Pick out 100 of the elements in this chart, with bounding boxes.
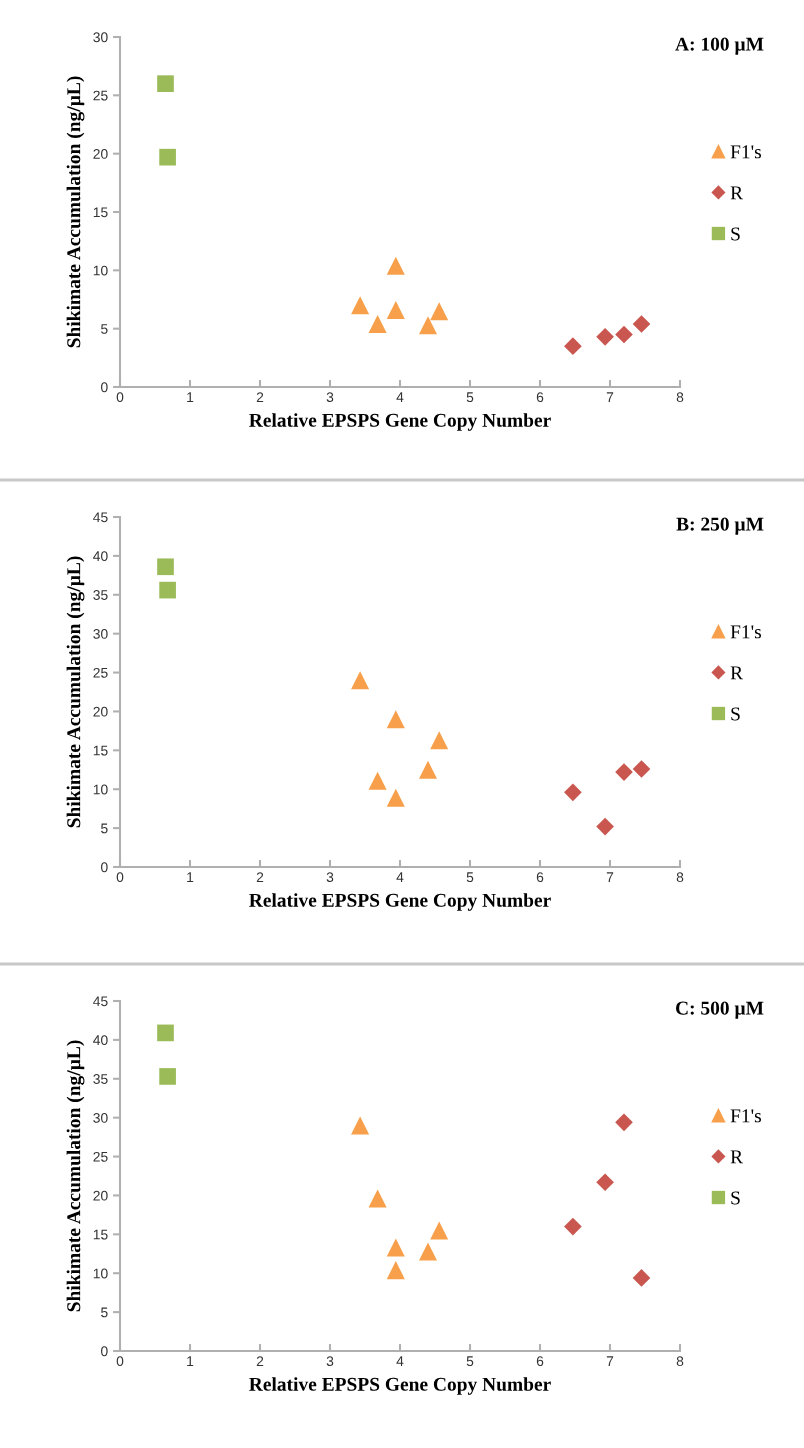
x-tick-label: 0	[116, 392, 124, 403]
point	[418, 316, 438, 335]
point	[418, 760, 438, 779]
legend-label: F1's	[730, 1109, 761, 1123]
y-tick-label: 25	[93, 1151, 108, 1162]
y-tick-label: 40	[93, 1035, 108, 1046]
y-tick-label: 35	[93, 590, 108, 600]
point	[632, 760, 651, 778]
y-axis-title: Shikimate Accumulation (ng/µL)	[66, 76, 85, 348]
x-tick-label: 6	[536, 392, 544, 403]
point	[368, 771, 387, 790]
legend-label: F1's	[730, 145, 761, 159]
y-tick-label: 30	[93, 1113, 108, 1123]
x-axis-title: Relative EPSPS Gene Copy Number	[249, 1377, 551, 1395]
legend-label: R	[730, 1150, 744, 1164]
x-tick-label: 4	[396, 872, 404, 882]
x-tick-label: 2	[256, 1356, 264, 1366]
point	[157, 558, 174, 576]
point	[418, 1242, 438, 1261]
y-tick-label: 0	[101, 1346, 108, 1357]
y-tick-label: 10	[93, 784, 108, 795]
x-tick-label: 6	[536, 872, 544, 883]
point	[596, 327, 614, 346]
point	[596, 817, 614, 836]
point	[386, 710, 405, 729]
y-tick-label: 20	[93, 706, 108, 717]
y-tick-label: 15	[93, 1229, 108, 1240]
x-tick-label: 1	[187, 392, 194, 402]
y-tick-label: 0	[101, 862, 108, 873]
y-tick-label: 25	[93, 90, 108, 101]
point	[430, 1221, 449, 1240]
legend-label: S	[731, 707, 740, 721]
point	[615, 1113, 633, 1132]
point	[564, 783, 582, 802]
point	[159, 581, 176, 599]
y-tick-label: 40	[93, 551, 108, 562]
point	[615, 763, 633, 781]
x-tick-label: 8	[676, 872, 684, 883]
point	[351, 671, 370, 690]
point	[430, 731, 449, 750]
y-tick-label: 5	[101, 1307, 108, 1318]
x-tick-label: 3	[326, 392, 334, 403]
x-tick-label: 1	[187, 872, 194, 882]
y-tick-label: 45	[93, 996, 108, 1007]
point	[368, 1189, 387, 1208]
point	[430, 302, 449, 321]
legend-label: S	[731, 227, 740, 241]
x-tick-label: 3	[326, 872, 334, 883]
y-tick-label: 15	[93, 207, 108, 218]
x-tick-label: 5	[466, 872, 474, 883]
y-tick-label: 15	[93, 745, 108, 756]
text: B: 250 µM	[676, 517, 764, 535]
x-tick-label: 7	[606, 392, 614, 402]
point	[351, 296, 370, 315]
x-tick-label: 7	[606, 1356, 614, 1366]
x-axis-title: Relative EPSPS Gene Copy Number	[249, 413, 551, 431]
point	[632, 315, 651, 333]
y-tick-label: 20	[93, 1190, 108, 1201]
x-tick-label: 0	[116, 1356, 124, 1367]
y-tick-label: 0	[101, 382, 108, 393]
x-tick-label: 3	[326, 1356, 334, 1367]
point	[157, 75, 174, 92]
y-tick-label: 10	[93, 265, 108, 276]
y-tick-label: 30	[93, 32, 108, 43]
point	[386, 788, 405, 807]
x-tick-label: 0	[116, 872, 124, 883]
x-tick-label: 8	[676, 392, 684, 403]
y-tick-label: 20	[93, 149, 108, 159]
point	[351, 1116, 370, 1135]
x-tick-label: 1	[187, 1356, 194, 1366]
point	[615, 325, 633, 344]
point	[159, 1068, 176, 1085]
text: A: 100 µM	[675, 37, 764, 55]
point	[386, 1261, 405, 1280]
x-tick-label: 5	[466, 1356, 474, 1367]
x-tick-label: 8	[676, 1356, 684, 1367]
y-tick-label: 5	[101, 324, 108, 334]
y-tick-label: 5	[101, 823, 108, 834]
y-tick-label: 45	[93, 512, 108, 523]
x-tick-label: 4	[396, 392, 404, 402]
y-tick-label: 10	[93, 1268, 108, 1279]
y-axis-title: Shikimate Accumulation (ng/µL)	[66, 1040, 85, 1312]
legend-label: R	[730, 666, 744, 680]
text: C: 500 µM	[675, 1001, 764, 1019]
point	[157, 1024, 174, 1042]
x-axis-title: Relative EPSPS Gene Copy Number	[249, 893, 551, 911]
legend-label: F1's	[730, 625, 761, 639]
legend-label: R	[730, 186, 744, 200]
x-tick-label: 2	[256, 872, 264, 882]
x-tick-label: 2	[256, 392, 264, 402]
y-tick-label: 35	[93, 1074, 108, 1084]
point	[632, 1269, 651, 1287]
y-axis-title: Shikimate Accumulation (ng/µL)	[66, 556, 85, 828]
x-tick-label: 5	[466, 392, 474, 403]
x-tick-label: 7	[606, 872, 614, 882]
point	[386, 300, 405, 320]
point	[386, 256, 405, 275]
point	[564, 337, 582, 356]
x-tick-label: 6	[536, 1356, 544, 1367]
point	[159, 148, 176, 166]
